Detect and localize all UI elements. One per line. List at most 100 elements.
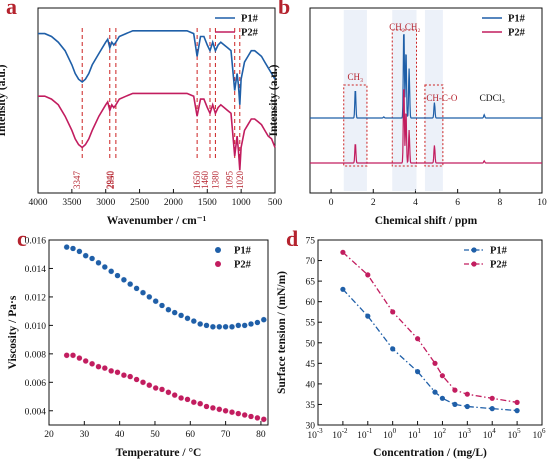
data-point-P2# — [95, 363, 102, 370]
highlight-box — [424, 84, 444, 167]
plot-frame — [48, 239, 269, 426]
data-point-P1# — [247, 320, 255, 328]
data-point-P2# — [209, 404, 217, 412]
panel-letter: c — [17, 226, 27, 251]
x-tick-label: 8 — [497, 198, 502, 208]
data-point-P2# — [247, 413, 255, 420]
y-tick-label: 75 — [306, 237, 316, 247]
data-point-P1# — [190, 318, 197, 325]
plot-frame — [309, 7, 543, 194]
x-tick-label: 10 — [537, 198, 547, 208]
data-point-P2# — [514, 399, 520, 405]
shaded-region — [424, 10, 443, 191]
y-axis-title: Surface tension / (mN/m) — [276, 271, 288, 394]
data-point-P1# — [439, 395, 445, 401]
panel-c: c Temperature / °C Viscosity / Pa·s 20 30 40 5… — [7, 226, 269, 459]
panel-a: a Wavenumber / cm⁻¹ Intensity (a.u.) 4000 35… — [0, 0, 282, 227]
data-point-P2# — [432, 360, 438, 366]
x-axis-title: Wavenumber / cm⁻¹ — [107, 215, 206, 227]
x-tick-label: 70 — [221, 430, 231, 440]
x-axis-title: Concentration / (mg/L) — [373, 447, 487, 459]
data-point-P1# — [260, 316, 267, 323]
x-tick-label: 20 — [44, 430, 54, 440]
x-tick-label: 4 — [413, 198, 418, 208]
data-point-P2# — [222, 407, 229, 414]
x-tick-label: 3000 — [96, 198, 115, 208]
x-tick-label: 106 — [533, 427, 547, 441]
data-point-P1# — [69, 245, 77, 252]
data-point-P2# — [254, 414, 261, 422]
y-tick-label: 0.016 — [25, 237, 47, 247]
data-point-P2# — [216, 406, 223, 413]
data-point-P1# — [254, 319, 261, 326]
data-point-P1# — [489, 406, 495, 412]
data-point-P1# — [184, 315, 191, 322]
series-line-P1# — [310, 34, 542, 119]
y-tick-label: 0.012 — [25, 293, 47, 303]
data-point-P2# — [127, 373, 134, 380]
y-tick-label: 45 — [306, 360, 316, 370]
data-point-P2# — [190, 399, 197, 406]
data-point-P2# — [390, 309, 396, 315]
data-point-P1# — [209, 323, 217, 330]
data-point-P1# — [452, 401, 458, 407]
y-tick-label: 0.004 — [25, 407, 47, 417]
data-point-P1# — [340, 286, 346, 292]
data-point-P2# — [241, 411, 248, 419]
y-tick-label: 0.014 — [25, 265, 47, 275]
data-point-P2# — [489, 395, 495, 401]
data-point-P2# — [88, 360, 96, 367]
y-tick-label: 0.006 — [25, 379, 47, 389]
legend-marker-0 — [215, 247, 221, 253]
y-axis-title: Intensity (a.u.) — [0, 64, 8, 136]
data-point-P2# — [464, 391, 470, 397]
peak-label: 1380 — [210, 171, 220, 190]
data-point-P2# — [452, 387, 458, 393]
x-tick-label: 40 — [115, 430, 125, 440]
data-point-P2# — [365, 272, 371, 278]
y-axis-title: Viscosity / Pa·s — [7, 295, 19, 369]
x-axis-title: Temperature / °C — [116, 447, 202, 459]
x-tick-label: 0 — [329, 198, 334, 208]
x-tick-label: 2 — [371, 198, 376, 208]
data-point-P2# — [178, 394, 185, 402]
x-tick-label: 4000 — [29, 198, 48, 208]
peak-annotation: CH₂CH₂ — [389, 22, 420, 32]
peak-label: 1020 — [235, 171, 245, 190]
x-tick-label: 50 — [150, 430, 160, 440]
data-point-P2# — [439, 373, 445, 379]
x-tick-label: 102 — [433, 427, 447, 441]
y-tick-label: 30 — [306, 422, 316, 432]
plot-frame — [37, 7, 276, 194]
x-tick-label: 6 — [455, 198, 460, 208]
data-point-P1# — [241, 322, 248, 329]
panel-letter: a — [6, 0, 17, 19]
data-point-P2# — [165, 389, 172, 396]
x-tick-label: 80 — [256, 430, 266, 440]
series-line-P2# — [310, 89, 542, 164]
peak-label: 2850 — [106, 171, 116, 190]
data-point-P1# — [222, 323, 229, 330]
data-point-P2# — [152, 384, 159, 392]
y-tick-label: 60 — [306, 298, 316, 308]
x-tick-label: 1000 — [232, 198, 251, 208]
y-tick-label: 65 — [306, 278, 316, 288]
series-line-P2# — [38, 92, 276, 171]
x-tick-label: 1500 — [198, 198, 217, 208]
data-point-P2# — [184, 396, 191, 403]
data-point-P1# — [235, 322, 242, 329]
data-point-P2# — [114, 369, 121, 376]
highlight-box — [391, 29, 418, 167]
panel-letter: b — [278, 0, 290, 19]
peak-label: 3347 — [72, 171, 82, 190]
legend-label-0: P1# — [241, 14, 259, 25]
data-point-P2# — [133, 376, 140, 383]
y-tick-label: 0.010 — [25, 322, 47, 332]
data-point-P2# — [120, 372, 128, 379]
legend-label-1: P2# — [234, 260, 252, 271]
data-point-P2# — [76, 355, 83, 362]
series-line-P1# — [38, 29, 276, 105]
data-point-P1# — [365, 313, 371, 319]
y-tick-label: 35 — [306, 401, 316, 411]
